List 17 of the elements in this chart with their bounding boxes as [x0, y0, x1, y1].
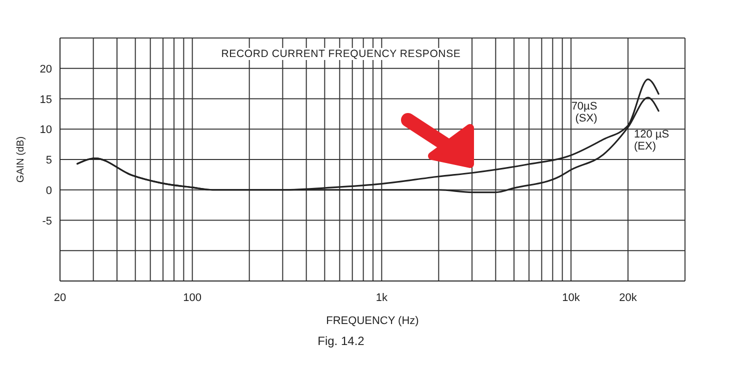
x-tick-label: 100	[183, 292, 202, 304]
y-tick-label: 20	[40, 63, 52, 76]
y-axis-title: GAIN (dB)	[16, 136, 27, 183]
x-axis-title: FREQUENCY (Hz)	[326, 315, 419, 327]
y-tick-label: 15	[40, 94, 52, 106]
y-tick-label: 0	[46, 184, 52, 197]
x-tick-label: 20	[54, 292, 66, 304]
y-tick-label: -5	[42, 215, 52, 228]
x-tick-label: 20k	[619, 292, 638, 304]
x-tick-label: 1k	[376, 292, 388, 304]
series-label: 120 µS (EX)	[634, 128, 670, 152]
series-label: 70µS (SX)	[571, 100, 598, 124]
caption: Fig. 14.2	[316, 334, 366, 348]
y-tick-label: 5	[46, 154, 52, 166]
x-tick-label: 10k	[562, 292, 580, 304]
text: RECORD CURRENT FREQUENCY RESPONSE	[219, 48, 463, 60]
y-tick-label: 10	[40, 124, 52, 136]
